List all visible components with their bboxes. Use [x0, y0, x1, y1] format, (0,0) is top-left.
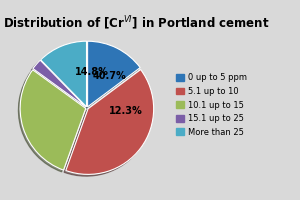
Legend: 0 up to 5 ppm, 5.1 up to 10, 10.1 up to 15, 15.1 up to 25, More than 25: 0 up to 5 ppm, 5.1 up to 10, 10.1 up to … — [175, 72, 248, 138]
Wedge shape — [66, 70, 154, 174]
Text: Distribution of [Cr$^{VI}$] in Portland cement: Distribution of [Cr$^{VI}$] in Portland … — [3, 14, 269, 32]
Wedge shape — [41, 41, 86, 107]
Wedge shape — [33, 60, 86, 107]
Wedge shape — [20, 70, 86, 170]
Text: 14.8%: 14.8% — [75, 67, 109, 77]
Text: 40.7%: 40.7% — [93, 71, 127, 81]
Text: 12.3%: 12.3% — [110, 106, 143, 116]
Wedge shape — [88, 41, 140, 107]
